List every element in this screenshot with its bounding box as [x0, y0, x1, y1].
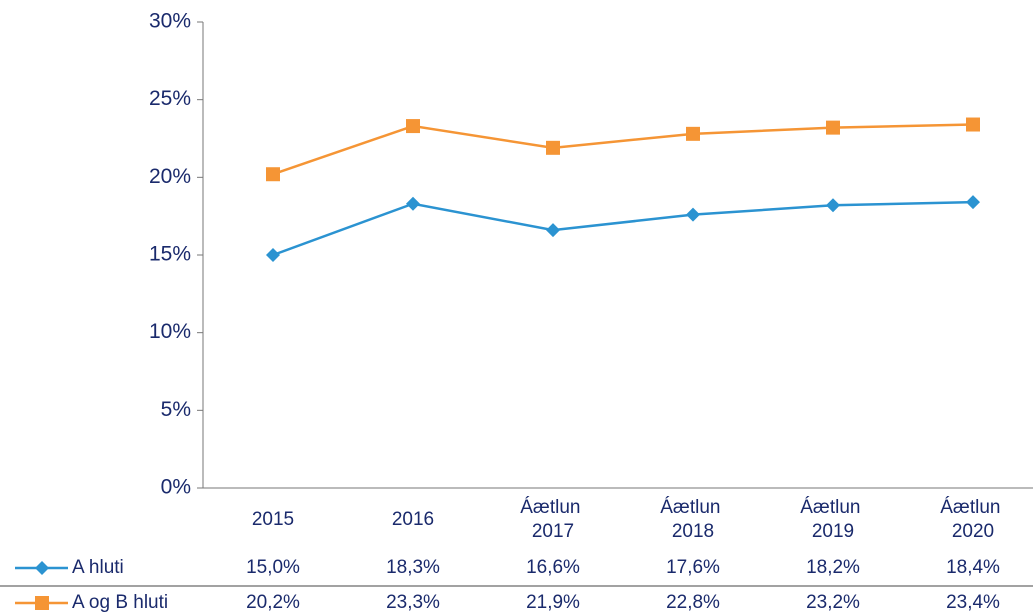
data-label: 23,2% — [806, 592, 860, 613]
marker — [546, 223, 560, 238]
y-tick-label: 25% — [149, 87, 191, 110]
x-tick-label: Áætlun 2019 — [800, 497, 865, 542]
data-label: 23,3% — [386, 592, 440, 613]
y-tick-label: 5% — [161, 398, 191, 421]
marker — [826, 120, 840, 135]
data-label: 15,0% — [246, 557, 300, 578]
marker — [546, 140, 560, 155]
data-label: 18,3% — [386, 557, 440, 578]
x-tick-label: 2016 — [392, 509, 434, 530]
x-tick-label: Áætlun 2018 — [660, 497, 725, 542]
y-tick-label: 0% — [161, 476, 191, 499]
legend-label: A og B hluti — [72, 592, 168, 613]
marker — [406, 119, 420, 134]
data-label: 18,2% — [806, 557, 860, 578]
marker — [266, 167, 280, 182]
marker — [35, 561, 49, 575]
y-tick-label: 30% — [149, 10, 191, 33]
x-tick-label: Áætlun 2017 — [520, 497, 585, 542]
marker — [686, 126, 700, 141]
marker — [406, 196, 420, 211]
data-label: 16,6% — [526, 557, 580, 578]
marker — [35, 596, 49, 610]
data-label: 22,8% — [666, 592, 720, 613]
marker — [966, 195, 980, 210]
series-line — [272, 200, 974, 257]
legend-label: A hluti — [72, 557, 124, 578]
series-line — [272, 123, 974, 176]
y-tick-label: 20% — [149, 165, 191, 188]
data-label: 20,2% — [246, 592, 300, 613]
marker — [966, 117, 980, 132]
data-label: 23,4% — [946, 592, 1000, 613]
x-tick-label: 2015 — [252, 509, 294, 530]
x-tick-label: Áætlun 2020 — [940, 497, 1005, 542]
data-label: 17,6% — [666, 557, 720, 578]
y-tick-label: 15% — [149, 243, 191, 266]
y-tick-label: 10% — [149, 320, 191, 343]
marker — [266, 248, 280, 262]
marker — [686, 207, 700, 222]
data-label: 21,9% — [526, 592, 580, 613]
marker — [826, 198, 840, 213]
data-label: 18,4% — [946, 557, 1000, 578]
